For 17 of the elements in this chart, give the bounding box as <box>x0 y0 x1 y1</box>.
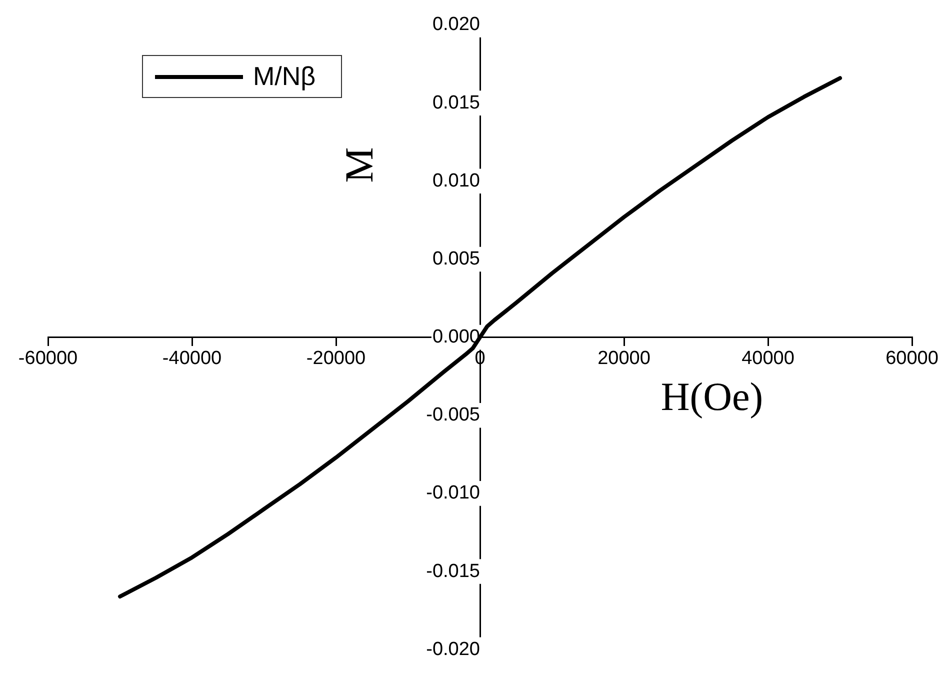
x-tick-label: -40000 <box>162 348 222 369</box>
x-tick-label: 20000 <box>598 348 650 369</box>
x-axis-title: H(Oe) <box>660 374 764 419</box>
y-tick-label: -0.005 <box>426 404 480 426</box>
x-tick-label: -20000 <box>306 348 366 369</box>
y-tick-label: 0.020 <box>432 14 480 36</box>
y-tick-label: 0.010 <box>432 170 480 192</box>
y-axis-title: M <box>336 147 382 183</box>
legend-label: M/Nβ <box>253 61 316 92</box>
y-tick-label: 0.015 <box>432 92 480 114</box>
y-tick-label: -0.010 <box>426 482 480 504</box>
y-tick-label: -0.020 <box>426 638 480 660</box>
x-tick-label: 40000 <box>742 348 794 369</box>
x-tick-label: -60000 <box>18 348 78 369</box>
y-tick-label: 0.005 <box>432 248 480 270</box>
y-tick-label: -0.015 <box>426 560 480 582</box>
x-tick-label: 60000 <box>886 348 938 369</box>
